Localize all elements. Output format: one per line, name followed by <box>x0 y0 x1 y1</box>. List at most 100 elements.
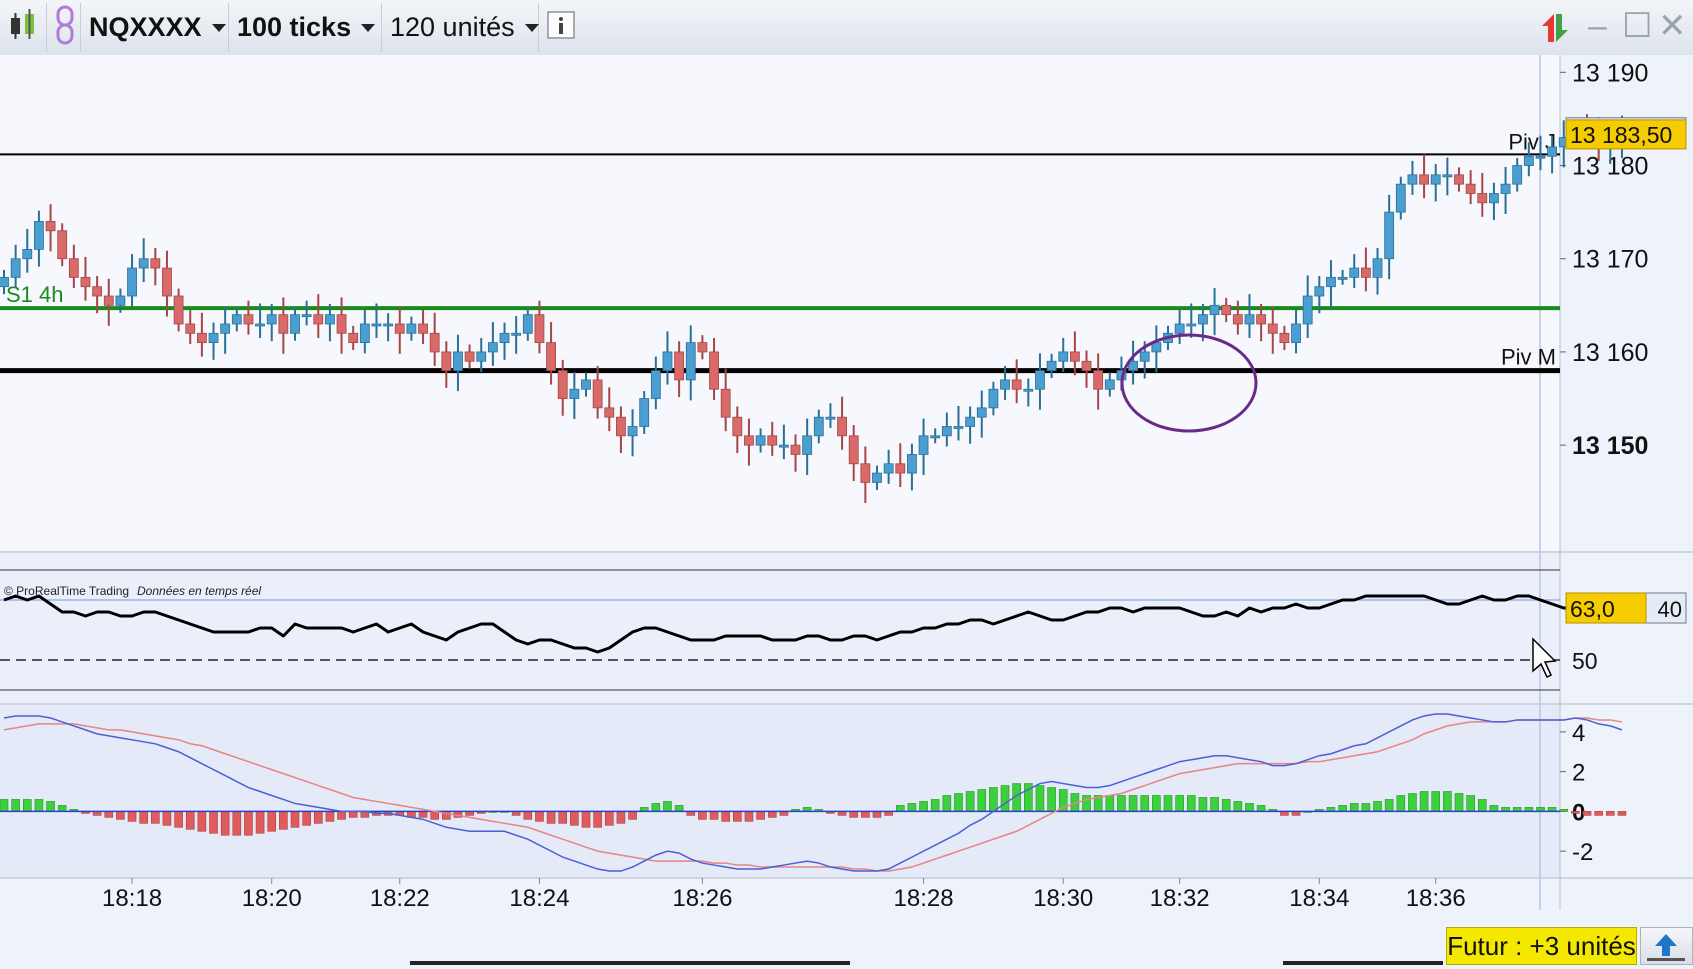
candle-body <box>80 276 91 288</box>
candle-body <box>115 295 126 306</box>
candle-body <box>1232 314 1243 325</box>
histogram-bar <box>942 795 952 812</box>
candle-body <box>34 221 44 250</box>
candle-body <box>627 426 638 437</box>
histogram-bar <box>872 811 882 818</box>
scroll-button[interactable] <box>1640 927 1693 965</box>
candle-body <box>662 351 673 371</box>
candle-body <box>581 379 591 390</box>
x-tick-label: 18:34 <box>1289 885 1349 912</box>
candle-body <box>744 435 754 446</box>
histogram-bar <box>1349 803 1359 812</box>
arrow-up-icon <box>1641 934 1692 968</box>
candle-body <box>674 351 685 381</box>
candle-body <box>1302 295 1313 325</box>
candle-body <box>685 342 696 381</box>
candle-body <box>813 416 824 437</box>
candlestick-icon <box>8 8 38 47</box>
close-icon[interactable]: ✕ <box>1658 7 1687 45</box>
copyright-label: © ProRealTime Trading <box>4 584 129 598</box>
histogram-bar <box>1384 799 1394 812</box>
candle-body <box>709 351 719 390</box>
histogram-bar <box>954 793 963 812</box>
histogram-bar <box>604 811 614 826</box>
histogram-bar <box>116 811 125 820</box>
candle-body <box>150 258 161 269</box>
status-badge: Futur : +3 unités <box>1446 927 1637 965</box>
candle-body <box>918 435 929 455</box>
candle-body <box>359 323 370 344</box>
instrument-select[interactable]: NQXXXX <box>81 3 229 52</box>
candle-body <box>895 463 906 474</box>
x-tick-label: 18:28 <box>894 885 954 912</box>
candle-body <box>1244 314 1255 325</box>
histogram-bar <box>651 803 661 812</box>
histogram-bar <box>34 799 44 812</box>
candle-body <box>243 314 254 325</box>
candle-body <box>220 323 231 334</box>
candle-body <box>837 416 847 437</box>
candle-body <box>0 276 9 288</box>
histogram-bar <box>1210 797 1219 812</box>
candle-body <box>976 407 987 418</box>
candle-body <box>313 314 324 325</box>
candle-body <box>1279 332 1290 344</box>
oscillator-panel-bg <box>0 553 1560 703</box>
candle-body <box>650 370 661 399</box>
histogram-bar <box>302 811 311 826</box>
refresh-button[interactable] <box>1532 8 1578 53</box>
candle-body <box>255 323 265 327</box>
info-button[interactable] <box>539 3 584 52</box>
interval-select[interactable]: 100 ticks <box>229 3 382 52</box>
candle-body <box>290 314 300 334</box>
histogram-bar <box>1105 795 1115 812</box>
histogram-bar <box>197 811 207 832</box>
histogram-bar <box>907 803 917 812</box>
histogram-bar <box>558 811 568 824</box>
histogram-bar <box>1617 811 1627 816</box>
candle-body <box>720 388 731 418</box>
candle-body <box>1186 323 1197 327</box>
level-label: S1 4h <box>6 282 64 307</box>
units-select[interactable]: 120 unités <box>382 3 539 52</box>
oscillator-value-label: 63,0 <box>1570 596 1615 622</box>
histogram-bar <box>1175 795 1184 812</box>
candle-body <box>1454 174 1464 185</box>
candle-body <box>1035 370 1045 390</box>
level-label: Piv M <box>1501 345 1556 370</box>
histogram-bar <box>965 791 975 812</box>
histogram-bar <box>1000 785 1010 812</box>
mouse-cursor-icon <box>1532 637 1557 679</box>
histogram-bar <box>162 811 172 826</box>
histogram-bar <box>709 811 719 820</box>
oscillator-secondary-label: 40 <box>1658 597 1682 622</box>
candle-body <box>1407 174 1418 185</box>
interval-label: 100 ticks <box>237 12 352 42</box>
link-button[interactable] <box>47 3 81 52</box>
maximize-icon[interactable]: ☐ <box>1622 7 1653 45</box>
histogram-bar <box>1361 803 1371 812</box>
link-icon <box>55 5 75 50</box>
candle-body <box>1523 155 1534 166</box>
minimize-icon[interactable]: – <box>1588 7 1607 45</box>
histogram-bar <box>1419 791 1429 812</box>
chart-type-button[interactable] <box>0 3 47 52</box>
candle-body <box>534 314 545 344</box>
histogram-bar <box>593 811 602 828</box>
candle-body <box>616 416 626 437</box>
candle-body <box>767 435 778 446</box>
histogram-bar <box>1256 805 1266 812</box>
candle-body <box>487 342 498 353</box>
candle-body <box>231 314 242 325</box>
histogram-bar <box>733 811 742 822</box>
candle-body <box>802 435 813 455</box>
histogram-bar <box>1221 799 1231 812</box>
histogram-bar <box>1408 793 1417 812</box>
price-panel-bg <box>0 55 1560 551</box>
candle-body <box>185 323 196 334</box>
candle-body <box>1512 165 1523 185</box>
candle-body <box>371 323 382 327</box>
histogram-bar <box>1233 801 1243 812</box>
histogram-bar <box>1186 795 1196 812</box>
